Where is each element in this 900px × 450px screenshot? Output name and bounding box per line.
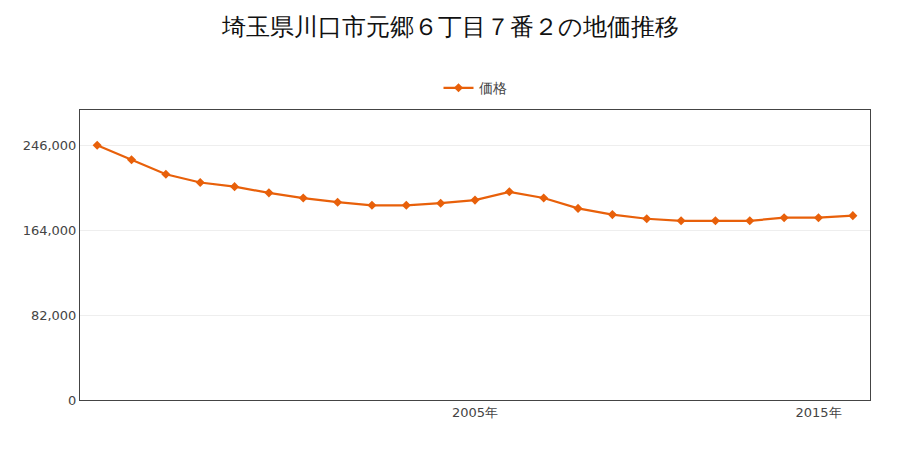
svg-text:埼玉県川口市元郷６丁目７番２の地価推移: 埼玉県川口市元郷６丁目７番２の地価推移 xyxy=(221,13,679,41)
svg-text:2005年: 2005年 xyxy=(452,405,498,420)
svg-text:0: 0 xyxy=(68,393,76,408)
svg-text:246,000: 246,000 xyxy=(23,138,77,153)
svg-text:82,000: 82,000 xyxy=(31,308,77,323)
svg-text:164,000: 164,000 xyxy=(23,223,77,238)
svg-text:2015年: 2015年 xyxy=(795,405,841,420)
svg-text:価格: 価格 xyxy=(479,80,507,96)
